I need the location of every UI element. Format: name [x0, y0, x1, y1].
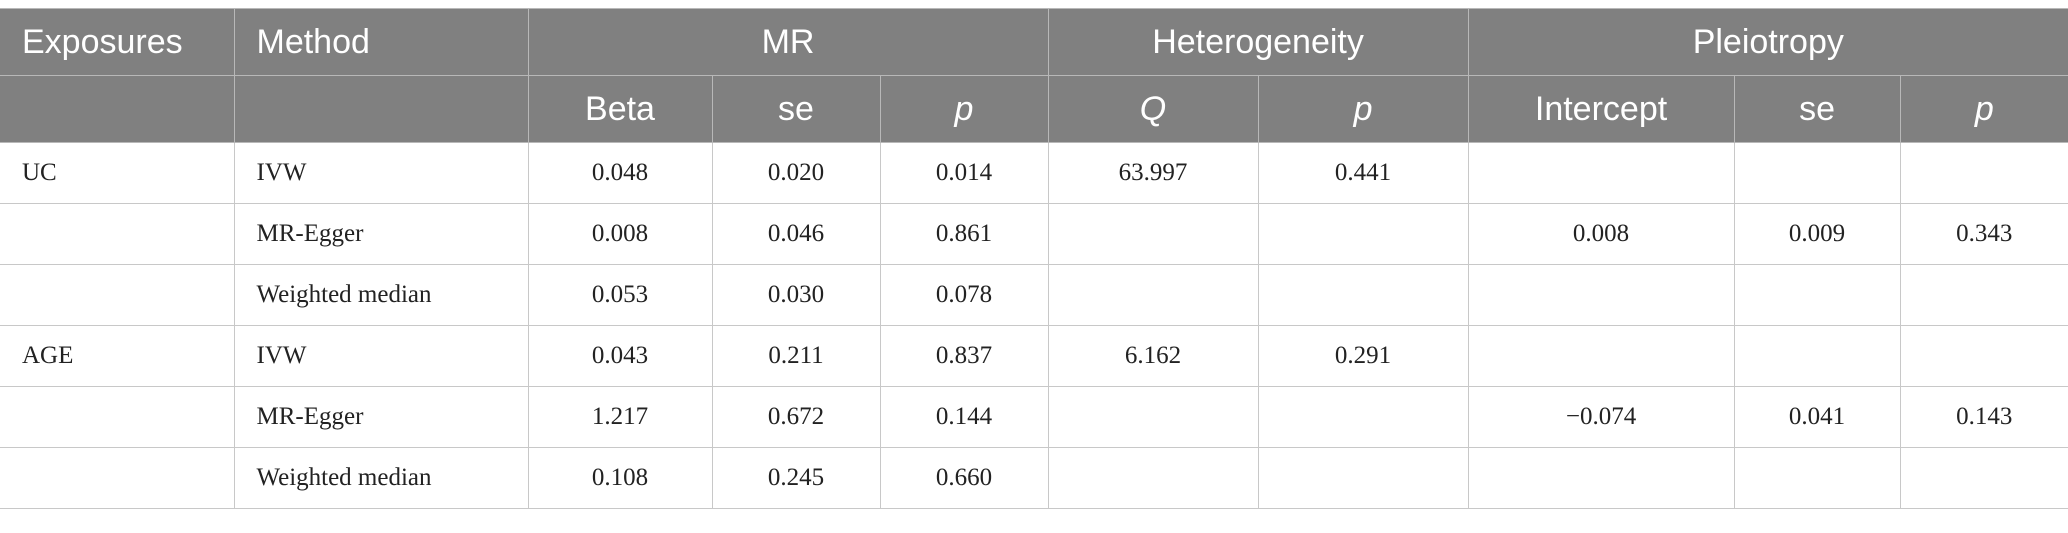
- cell-beta: 0.008: [527, 203, 713, 265]
- cell-q: 63.997: [1047, 142, 1259, 204]
- cell-beta: 1.217: [527, 386, 713, 448]
- cell-pl-p: 0.343: [1899, 203, 2068, 265]
- cell-beta: 0.053: [527, 264, 713, 326]
- table-row: Weighted median 0.108 0.245 0.660: [0, 447, 2068, 509]
- cell-p: 0.861: [879, 203, 1049, 265]
- col-header-pl-se: se: [1733, 75, 1901, 143]
- table-row: AGE IVW 0.043 0.211 0.837 6.162 0.291: [0, 325, 2068, 387]
- cell-pl-p: [1899, 325, 2068, 387]
- cell-pl-se: [1733, 264, 1901, 326]
- cell-q: [1047, 203, 1259, 265]
- cell-pl-p: [1899, 142, 2068, 204]
- cell-intercept: [1467, 447, 1735, 509]
- cell-q: [1047, 386, 1259, 448]
- cell-exposure: AGE: [0, 325, 235, 387]
- cell-intercept: 0.008: [1467, 203, 1735, 265]
- cell-p: 0.078: [879, 264, 1049, 326]
- cell-intercept: [1467, 264, 1735, 326]
- cell-het-p: 0.441: [1257, 142, 1469, 204]
- cell-pl-se: [1733, 142, 1901, 204]
- cell-se: 0.245: [711, 447, 881, 509]
- cell-pl-se: [1733, 447, 1901, 509]
- cell-pl-p: [1899, 264, 2068, 326]
- table-row: MR-Egger 1.217 0.672 0.144 −0.074 0.041 …: [0, 386, 2068, 448]
- col-header-pl-p: p: [1899, 75, 2068, 143]
- group-header-mr: MR: [527, 8, 1049, 76]
- col-header-intercept: Intercept: [1467, 75, 1735, 143]
- header-row-1: Exposures Method MR Heterogeneity Pleiot…: [0, 8, 2068, 76]
- cell-p: 0.144: [879, 386, 1049, 448]
- header-row-2: Beta se p Q p Intercept se p: [0, 75, 2068, 143]
- col-header-beta: Beta: [527, 75, 713, 143]
- cell-het-p: [1257, 203, 1469, 265]
- cell-pl-p: 0.143: [1899, 386, 2068, 448]
- cell-pl-p: [1899, 447, 2068, 509]
- col-header-het-p: p: [1257, 75, 1469, 143]
- cell-pl-se: 0.009: [1733, 203, 1901, 265]
- cell-exposure: [0, 386, 235, 448]
- cell-q: [1047, 264, 1259, 326]
- col-header-empty: [0, 75, 235, 143]
- cell-se: 0.030: [711, 264, 881, 326]
- cell-beta: 0.043: [527, 325, 713, 387]
- cell-method: Weighted median: [233, 264, 529, 326]
- cell-intercept: [1467, 142, 1735, 204]
- col-header-exposures: Exposures: [0, 8, 235, 76]
- cell-q: [1047, 447, 1259, 509]
- col-header-empty: [233, 75, 529, 143]
- cell-intercept: [1467, 325, 1735, 387]
- cell-se: 0.672: [711, 386, 881, 448]
- cell-exposure: [0, 447, 235, 509]
- cell-het-p: 0.291: [1257, 325, 1469, 387]
- cell-q: 6.162: [1047, 325, 1259, 387]
- cell-method: MR-Egger: [233, 386, 529, 448]
- cell-se: 0.020: [711, 142, 881, 204]
- table-row: MR-Egger 0.008 0.046 0.861 0.008 0.009 0…: [0, 203, 2068, 265]
- cell-p: 0.014: [879, 142, 1049, 204]
- cell-method: Weighted median: [233, 447, 529, 509]
- cell-beta: 0.108: [527, 447, 713, 509]
- cell-het-p: [1257, 386, 1469, 448]
- col-header-method: Method: [233, 8, 529, 76]
- cell-het-p: [1257, 447, 1469, 509]
- cell-se: 0.046: [711, 203, 881, 265]
- col-header-q: Q: [1047, 75, 1259, 143]
- cell-pl-se: [1733, 325, 1901, 387]
- table-row: UC IVW 0.048 0.020 0.014 63.997 0.441: [0, 142, 2068, 204]
- cell-pl-se: 0.041: [1733, 386, 1901, 448]
- col-header-mr-p: p: [879, 75, 1049, 143]
- cell-se: 0.211: [711, 325, 881, 387]
- cell-exposure: [0, 264, 235, 326]
- cell-p: 0.837: [879, 325, 1049, 387]
- group-header-heterogeneity: Heterogeneity: [1047, 8, 1469, 76]
- cell-het-p: [1257, 264, 1469, 326]
- cell-beta: 0.048: [527, 142, 713, 204]
- mr-results-table: Exposures Method MR Heterogeneity Pleiot…: [0, 8, 2068, 509]
- col-header-mr-se: se: [711, 75, 881, 143]
- cell-intercept: −0.074: [1467, 386, 1735, 448]
- cell-method: MR-Egger: [233, 203, 529, 265]
- cell-exposure: UC: [0, 142, 235, 204]
- table-row: Weighted median 0.053 0.030 0.078: [0, 264, 2068, 326]
- cell-method: IVW: [233, 325, 529, 387]
- group-header-pleiotropy: Pleiotropy: [1467, 8, 2068, 76]
- cell-method: IVW: [233, 142, 529, 204]
- cell-p: 0.660: [879, 447, 1049, 509]
- cell-exposure: [0, 203, 235, 265]
